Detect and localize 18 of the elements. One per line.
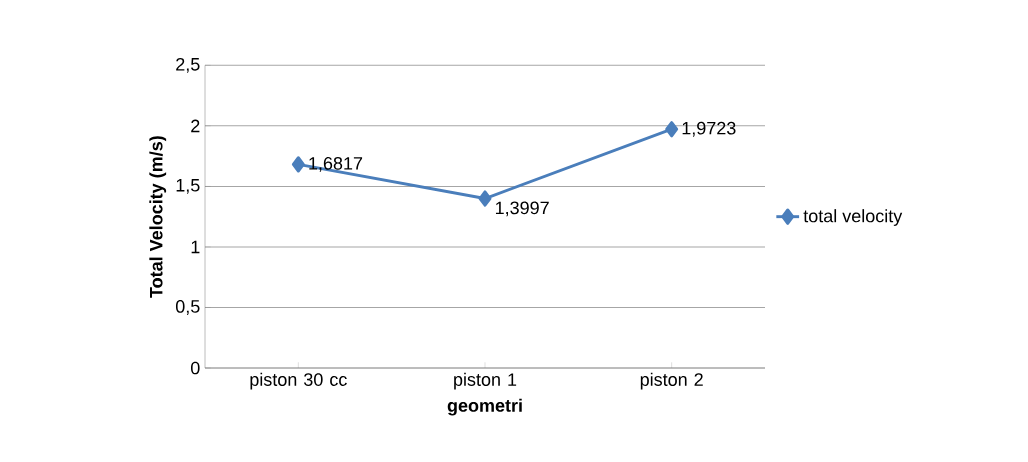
y-tick-label: 2 <box>191 119 200 133</box>
data-label: 1,3997 <box>495 201 549 217</box>
y-tick-label: 1,5 <box>176 179 200 194</box>
point <box>291 156 305 173</box>
legend-label: total velocity <box>803 209 903 226</box>
y-tick-label: 0 <box>191 361 200 375</box>
data-label: 1,6817 <box>309 156 363 172</box>
point <box>478 190 492 207</box>
data-label: 1,9723 <box>682 121 736 137</box>
point <box>665 121 679 138</box>
y-axis-title: Total Velocity (m/s) <box>149 136 167 298</box>
x-tick-label: piston 2 <box>640 372 703 390</box>
y-tick-label: 0,5 <box>175 300 200 315</box>
x-axis-title: geometri <box>447 398 522 416</box>
x-tick-label: piston 30 cc <box>250 372 347 390</box>
x-tick-label: piston 1 <box>454 372 517 390</box>
y-tick-label: 2,5 <box>176 57 200 73</box>
y-tick-label: 1 <box>191 240 200 254</box>
